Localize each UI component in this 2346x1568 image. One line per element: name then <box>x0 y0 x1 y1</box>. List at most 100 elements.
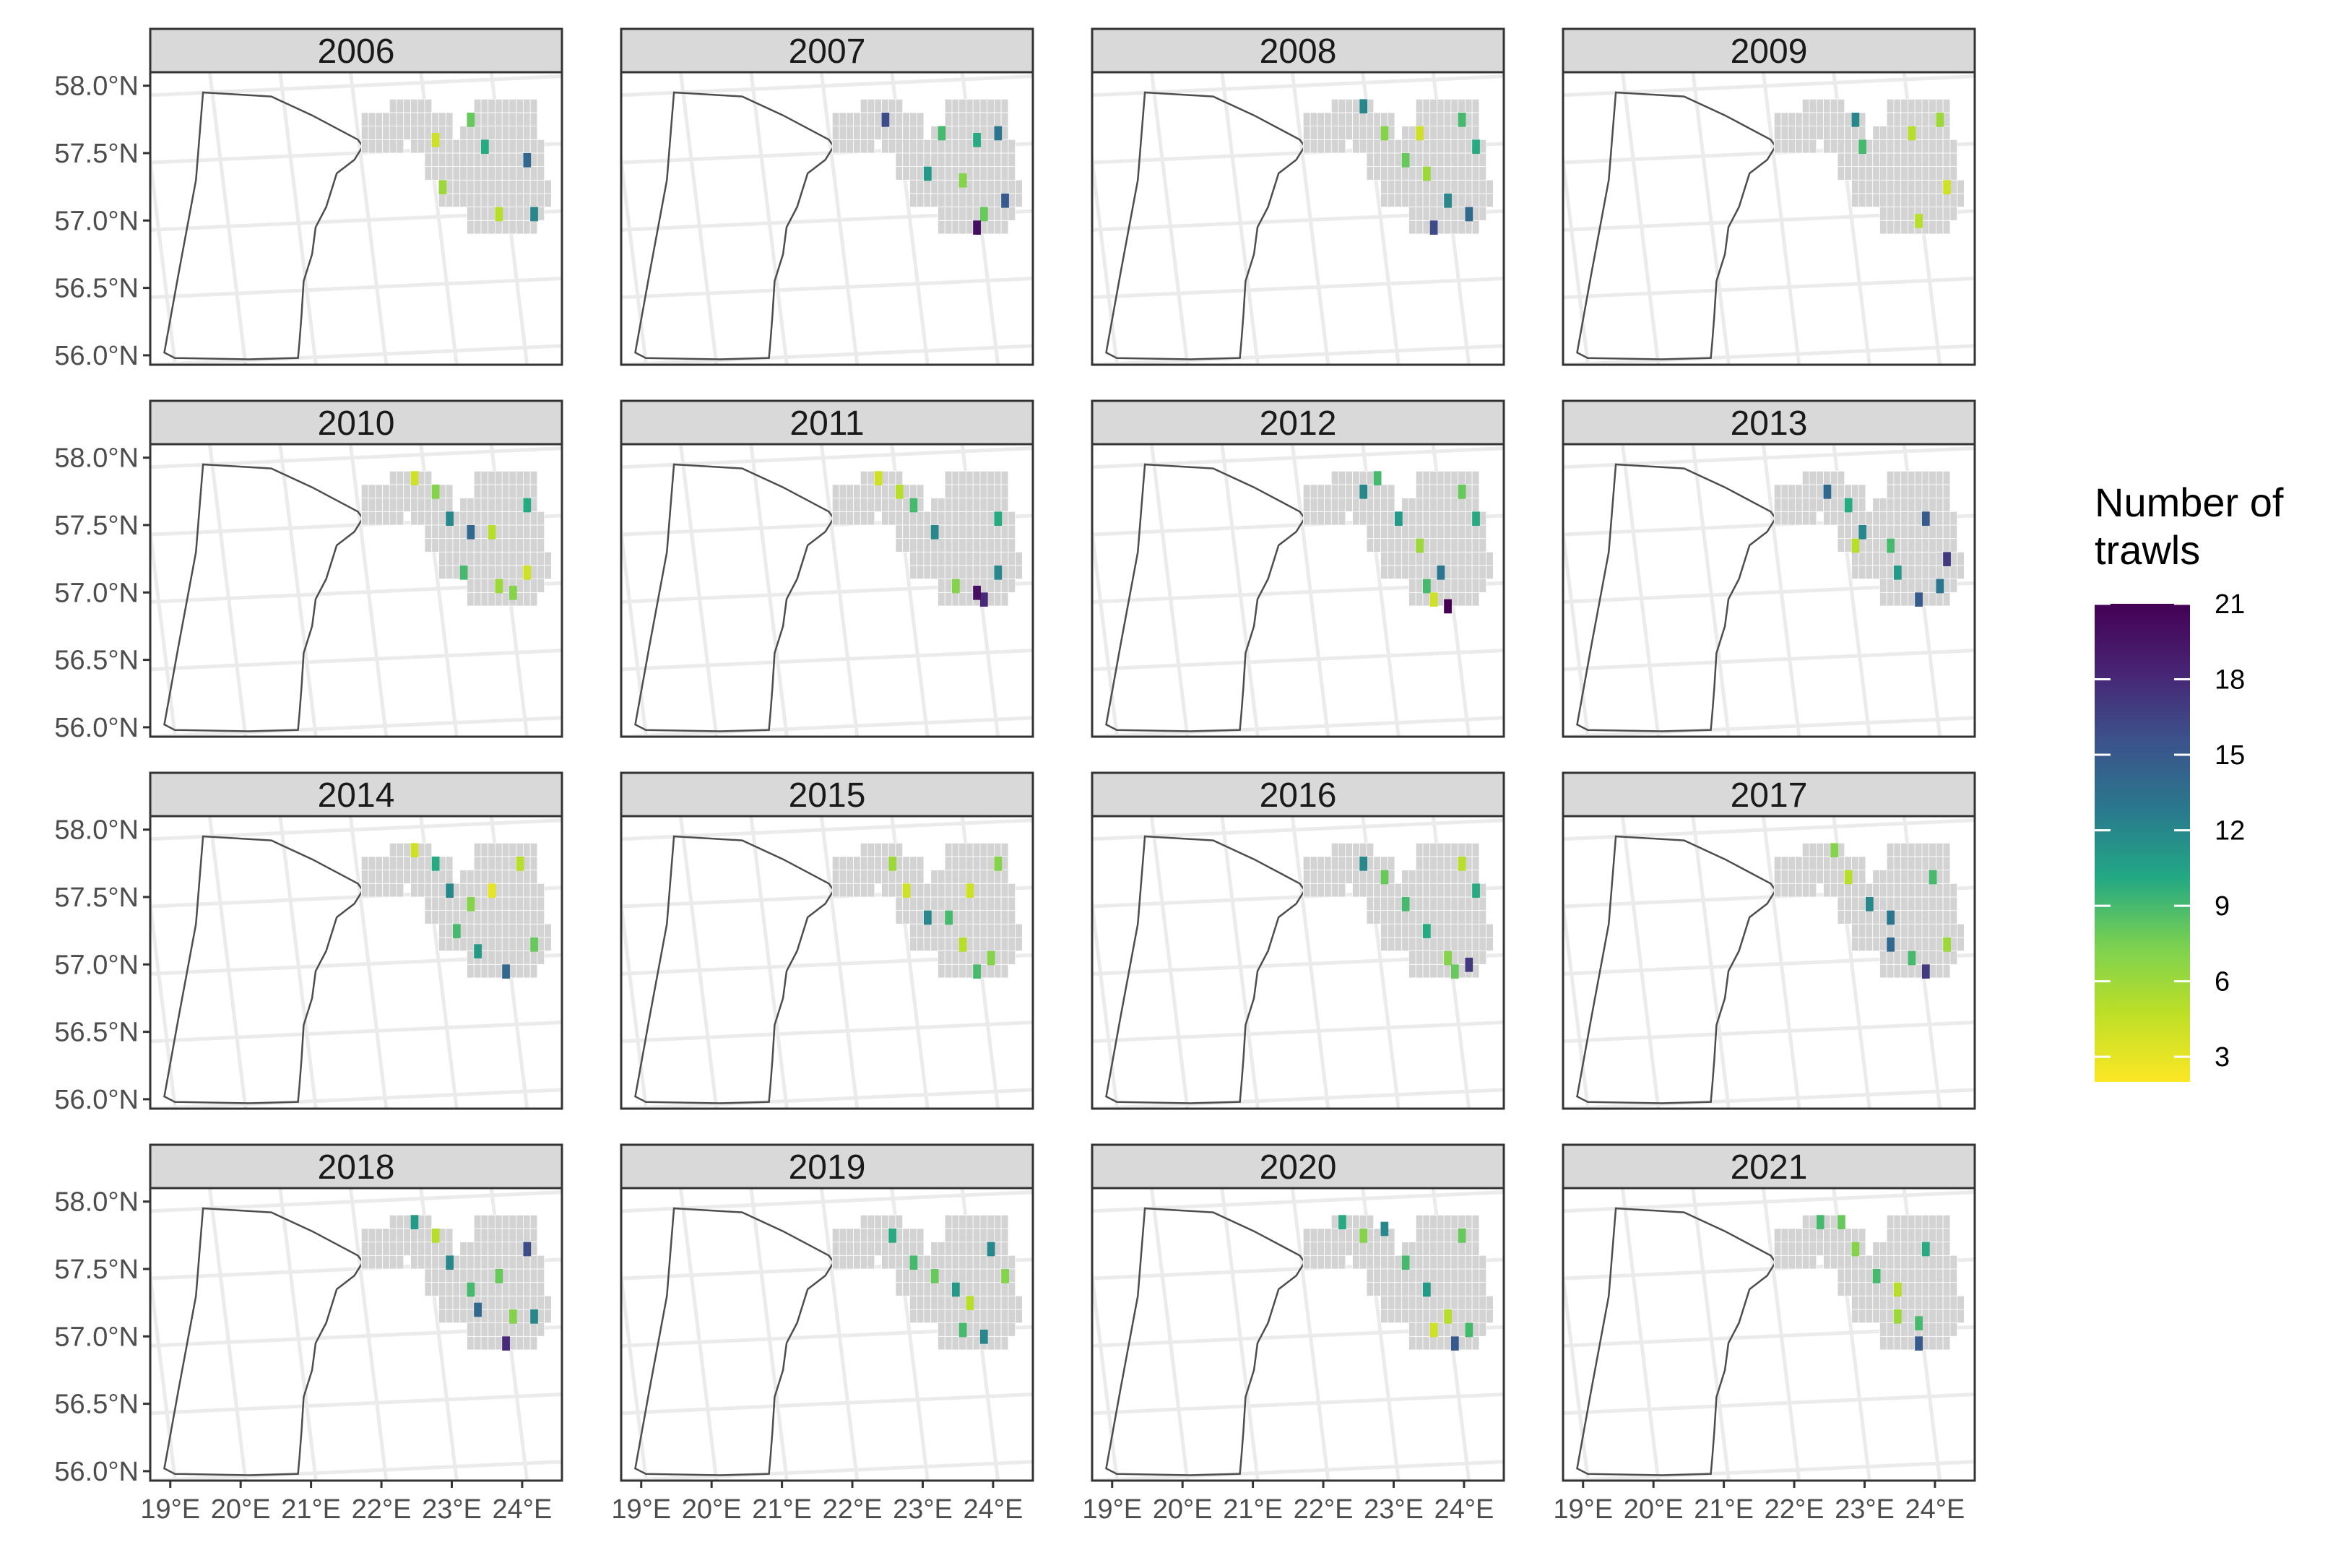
facet-plot <box>149 1187 563 1482</box>
trawl-cell <box>923 166 932 181</box>
y-tick-label: 57.0°N <box>54 1322 139 1352</box>
trawl-cell <box>958 1322 967 1338</box>
panel-border <box>1562 815 1976 1110</box>
y-tick-label: 58.0°N <box>54 443 139 474</box>
trawl-cell <box>495 207 503 222</box>
trawl-cell <box>1465 1322 1473 1338</box>
trawl-cell <box>1943 937 1951 952</box>
legend-title-line: Number of <box>2095 480 2284 525</box>
x-tick-label: 19°E <box>1082 1494 1142 1525</box>
trawl-cells <box>888 1228 1009 1344</box>
facet-2015: 2015 <box>620 771 1034 1110</box>
trawl-cell <box>938 126 946 141</box>
trawl-cells <box>1823 484 1951 607</box>
facet-strip <box>1091 27 1505 74</box>
trawl-cell <box>881 112 890 127</box>
facet-strip <box>620 771 1034 818</box>
trawl-cell <box>973 220 981 235</box>
x-tick-label: 21°E <box>1223 1494 1283 1525</box>
panel-border <box>149 815 563 1110</box>
facet-plot <box>1091 443 1505 738</box>
x-tick-label: 19°E <box>140 1494 200 1525</box>
x-tick-label: 23°E <box>1835 1494 1895 1525</box>
facet-plot <box>620 1187 1034 1482</box>
facet-strip <box>620 1143 1034 1190</box>
x-tick-label: 23°E <box>893 1494 953 1525</box>
area-grid <box>360 842 552 979</box>
trawl-cell <box>1893 1309 1902 1324</box>
trawl-cell <box>523 565 532 580</box>
trawl-cells <box>410 843 538 979</box>
trawl-cell <box>1458 112 1466 127</box>
country-outline <box>1576 1207 1777 1476</box>
legend-colorbar <box>2095 604 2190 1082</box>
trawl-cell <box>1422 166 1431 181</box>
y-tick-label: 57.5°N <box>54 139 139 169</box>
trawl-cell <box>495 1268 503 1283</box>
panel-border <box>620 443 1034 738</box>
y-tick-label: 58.0°N <box>54 72 139 102</box>
trawl-cell <box>987 1242 995 1257</box>
trawl-cell <box>446 1255 454 1270</box>
trawl-cell <box>1444 950 1452 966</box>
country-outline <box>634 1207 835 1476</box>
trawl-cell <box>923 910 932 925</box>
trawl-cell <box>896 484 904 499</box>
facet-strip-label: 2020 <box>1260 1148 1337 1187</box>
facet-plot <box>1562 71 1976 366</box>
trawl-cell <box>530 1309 538 1324</box>
trawl-cell <box>1394 511 1403 526</box>
trawl-cell <box>1908 126 1916 141</box>
trawl-cell <box>467 1282 475 1297</box>
trawl-cell <box>994 856 1003 871</box>
trawl-cell <box>966 883 974 898</box>
panel-border <box>149 71 563 366</box>
facet-strip <box>149 399 563 446</box>
trawl-cell <box>1943 180 1951 194</box>
trawl-cell <box>958 937 967 952</box>
country-outline <box>1576 835 1777 1104</box>
trawl-cell <box>1444 1309 1452 1324</box>
country-outline <box>1576 91 1777 360</box>
trawl-cell <box>951 579 960 594</box>
trawl-cell <box>508 1309 517 1324</box>
trawl-cell <box>1416 538 1424 553</box>
facet-2008: 2008 <box>1091 27 1505 366</box>
y-tick-label: 57.5°N <box>54 1255 139 1285</box>
trawl-cell <box>888 1228 896 1243</box>
area-grid <box>1302 98 1494 235</box>
trawl-cell <box>1844 870 1853 885</box>
trawl-cell <box>1830 843 1838 857</box>
trawl-cell <box>1915 592 1923 607</box>
trawl-cell <box>1858 139 1866 154</box>
panel-border <box>620 1187 1034 1482</box>
x-tick-label: 20°E <box>1153 1494 1213 1525</box>
trawl-cell <box>488 524 496 540</box>
facet-strip-label: 2007 <box>789 33 866 71</box>
legend-tick-label: 21 <box>2215 589 2245 620</box>
trawl-cell <box>1458 484 1466 499</box>
trawl-cells <box>431 112 538 222</box>
trawl-cell <box>1401 896 1410 911</box>
facet-plot <box>149 71 563 366</box>
y-tick-label: 56.5°N <box>54 1390 139 1420</box>
trawl-cell <box>446 883 454 898</box>
area-grid <box>1773 1214 1965 1351</box>
trawl-cell <box>951 1282 960 1297</box>
facet-strip-label: 2017 <box>1731 776 1808 815</box>
y-tick-label: 57.0°N <box>54 206 139 236</box>
facet-2017: 2017 <box>1562 771 1976 1110</box>
panel-border <box>1091 1187 1505 1482</box>
legend-tick-label: 9 <box>2215 891 2230 922</box>
trawl-cell <box>888 856 896 871</box>
x-tick-label: 21°E <box>752 1494 812 1525</box>
x-tick-label: 19°E <box>1553 1494 1613 1525</box>
trawl-cell <box>1429 220 1438 235</box>
trawl-cell <box>1893 1282 1902 1297</box>
trawl-cell <box>502 964 510 979</box>
y-tick-label: 57.0°N <box>54 578 139 608</box>
trawl-cell <box>474 1302 482 1317</box>
trawl-cell <box>1001 1268 1009 1283</box>
trawl-cell <box>1450 964 1459 979</box>
area-grid <box>831 842 1023 979</box>
